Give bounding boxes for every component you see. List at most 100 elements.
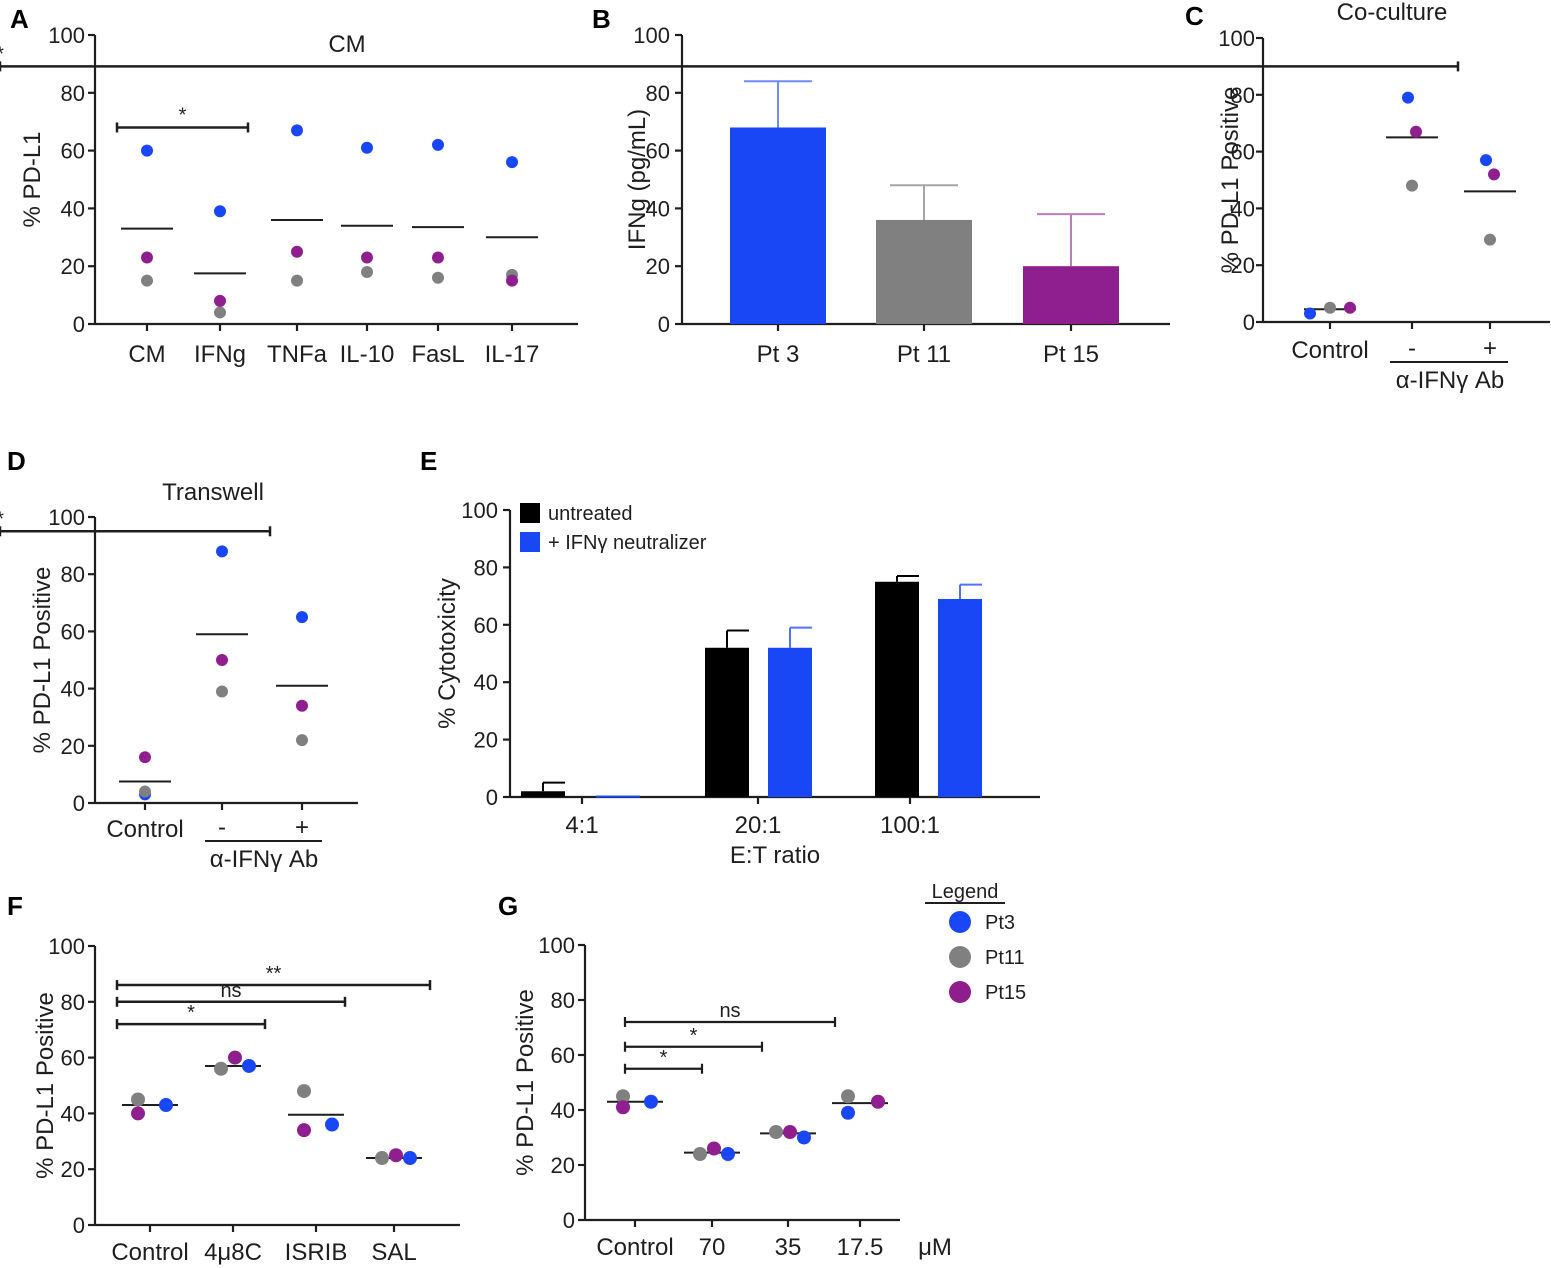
data-point-pt3 xyxy=(721,1147,735,1161)
y-tick-label: 60 xyxy=(61,1046,85,1071)
x-tick-label: Pt 15 xyxy=(1043,341,1099,368)
bar-untreated xyxy=(705,647,749,797)
panel-letter-f: F xyxy=(7,891,23,921)
x-tick-label: + xyxy=(1483,335,1497,362)
y-tick-label: 80 xyxy=(61,81,85,106)
data-point-pt11 xyxy=(291,274,303,287)
y-tick-label: 60 xyxy=(1231,140,1255,165)
y-axis-title-c: % PD-L1 Positive xyxy=(1217,87,1244,274)
chart-title-d: Transwell xyxy=(162,479,264,506)
y-tick-label: 0 xyxy=(658,312,670,337)
bar-neutralizer xyxy=(596,795,640,798)
panel-letter-a: A xyxy=(10,4,29,34)
data-point-pt15 xyxy=(707,1141,721,1156)
y-tick-label: 0 xyxy=(486,785,498,810)
y-tick-label: 80 xyxy=(61,562,85,587)
x-tick-label: 100:1 xyxy=(880,812,940,839)
data-point-pt3 xyxy=(325,1117,339,1132)
data-point-pt3 xyxy=(361,141,373,154)
data-point-pt11 xyxy=(141,274,153,287)
panel-letter-g: G xyxy=(498,891,518,921)
y-axis-title-g: % PD-L1 Positive xyxy=(512,989,539,1176)
y-tick-label: 100 xyxy=(48,505,85,530)
x-tick-label: FasL xyxy=(411,341,464,368)
y-tick-label: 0 xyxy=(563,1208,575,1233)
significance-label: * xyxy=(179,104,187,126)
bar-neutralizer xyxy=(938,598,982,797)
y-tick-label: 80 xyxy=(1231,83,1255,108)
legend-label: + IFNγ neutralizer xyxy=(548,532,707,554)
data-point-pt3 xyxy=(1402,91,1414,104)
data-point-pt3 xyxy=(141,144,153,157)
data-point-pt15 xyxy=(228,1050,242,1065)
x-tick-label: 4μ8C xyxy=(204,1239,262,1266)
data-point-pt15 xyxy=(291,245,303,258)
legend-dot-pt15 xyxy=(949,981,971,1003)
data-point-pt15 xyxy=(616,1100,630,1115)
panel-letter-c: C xyxy=(1185,1,1204,31)
data-point-pt11 xyxy=(1484,233,1496,246)
x-tick-label: IL-17 xyxy=(485,341,540,368)
bar xyxy=(1023,266,1119,324)
data-point-pt3 xyxy=(506,156,518,169)
data-point-pt3 xyxy=(216,545,228,558)
legend-label-pt3: Pt3 xyxy=(985,912,1015,934)
y-axis-title-f: % PD-L1 Positive xyxy=(32,992,59,1179)
y-tick-label: 100 xyxy=(48,23,85,48)
x-tick-label: TNFa xyxy=(267,341,328,368)
y-tick-label: 20 xyxy=(61,1157,85,1182)
y-tick-label: 0 xyxy=(73,1213,85,1238)
y-tick-label: 0 xyxy=(73,312,85,337)
x-axis-title-d: α-IFNγ Ab xyxy=(210,846,319,873)
data-point-pt11 xyxy=(216,685,228,698)
x-tick-label: CM xyxy=(128,341,165,368)
x-tick-label: Control xyxy=(1291,337,1368,364)
x-tick-label: 4:1 xyxy=(565,812,598,839)
y-tick-label: 0 xyxy=(1243,310,1255,335)
significance-label: * xyxy=(0,508,4,530)
y-tick-label: 100 xyxy=(1218,26,1255,51)
bar-untreated xyxy=(521,791,565,797)
y-tick-label: 20 xyxy=(474,728,498,753)
data-point-pt3 xyxy=(841,1105,855,1120)
x-tick-label: Control xyxy=(106,816,183,843)
data-point-pt15 xyxy=(1488,168,1500,181)
data-point-pt11 xyxy=(214,1061,228,1076)
legend-dot-pt11 xyxy=(949,946,971,968)
x-tick-label: + xyxy=(295,814,309,841)
data-point-pt3 xyxy=(797,1130,811,1145)
x-tick-label: 35 xyxy=(775,1234,802,1261)
data-point-pt15 xyxy=(1410,125,1422,138)
data-point-pt3 xyxy=(296,611,308,624)
legend-swatch xyxy=(520,532,540,552)
x-tick-label: IL-10 xyxy=(340,341,395,368)
y-tick-label: 40 xyxy=(61,1101,85,1126)
y-tick-label: 40 xyxy=(61,196,85,221)
significance-label: ** xyxy=(266,963,282,985)
x-tick-label: IFNg xyxy=(194,341,246,368)
x-tick-label: ISRIB xyxy=(285,1239,348,1266)
legend-label-pt11: Pt11 xyxy=(985,947,1025,969)
legend-label-pt15: Pt15 xyxy=(985,982,1026,1004)
y-axis-title-b: IFNg (pg/mL) xyxy=(624,109,651,250)
x-tick-label: - xyxy=(1408,335,1416,362)
data-point-pt11 xyxy=(432,271,444,284)
data-point-pt11 xyxy=(361,265,373,278)
data-point-pt11 xyxy=(375,1151,389,1166)
x-tick-label: 70 xyxy=(699,1234,726,1261)
legend-title: Legend xyxy=(932,881,999,903)
y-tick-label: 80 xyxy=(551,988,575,1013)
x-tick-label: Control xyxy=(111,1239,188,1266)
y-tick-label: 20 xyxy=(551,1153,575,1178)
y-tick-label: 40 xyxy=(551,1098,575,1123)
significance-label: ns xyxy=(220,980,241,1002)
legend-dot-pt3 xyxy=(949,911,971,933)
data-point-pt3 xyxy=(432,138,444,151)
data-point-pt15 xyxy=(296,699,308,712)
data-point-pt3 xyxy=(214,205,226,218)
data-point-pt15 xyxy=(139,751,151,764)
data-point-pt11 xyxy=(841,1089,855,1104)
panel-letter-b: B xyxy=(592,4,611,34)
data-point-pt15 xyxy=(131,1106,145,1121)
data-point-pt11 xyxy=(214,306,226,319)
